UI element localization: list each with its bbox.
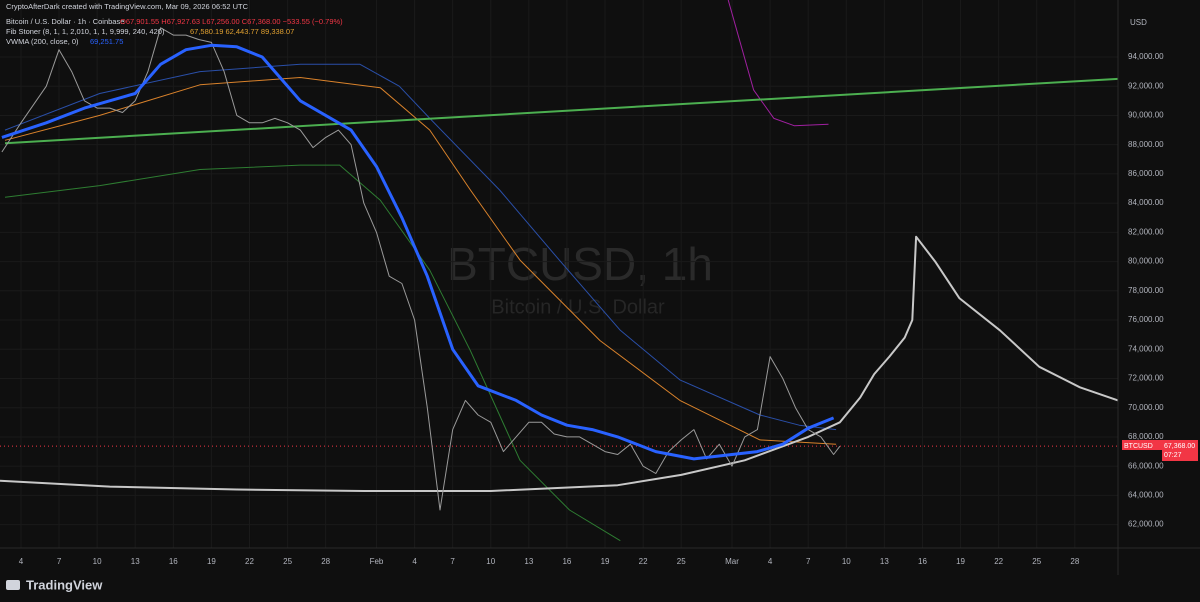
y-tick-label: 72,000.00 bbox=[1128, 374, 1164, 383]
watermark: BTCUSD, 1h bbox=[447, 238, 713, 290]
series-line bbox=[4, 77, 1119, 145]
x-tick-label: 16 bbox=[562, 557, 571, 566]
x-tick-label: 10 bbox=[93, 557, 102, 566]
x-tick-label: 13 bbox=[131, 557, 140, 566]
x-tick-label: 7 bbox=[806, 557, 811, 566]
price-value: 67,368.00 bbox=[1164, 443, 1195, 450]
y-tick-label: 78,000.00 bbox=[1128, 286, 1164, 295]
series-line bbox=[1, 43, 835, 461]
brand-icon bbox=[6, 580, 20, 590]
x-tick-label: 25 bbox=[677, 557, 686, 566]
y-tick-label: 74,000.00 bbox=[1128, 344, 1164, 353]
y-tick-label: 88,000.00 bbox=[1128, 140, 1164, 149]
series-line bbox=[4, 164, 621, 542]
x-tick-label: Mar bbox=[725, 557, 739, 566]
price-value-box bbox=[1162, 440, 1198, 461]
y-tick-label: 94,000.00 bbox=[1128, 52, 1164, 61]
x-tick-label: 22 bbox=[245, 557, 254, 566]
x-tick-label: 22 bbox=[994, 557, 1003, 566]
symbol-line: Bitcoin / U.S. Dollar · 1h · Coinbase bbox=[6, 17, 124, 26]
series-line bbox=[727, 0, 829, 127]
y-tick-label: 86,000.00 bbox=[1128, 169, 1164, 178]
y-tick-label: 82,000.00 bbox=[1128, 227, 1164, 236]
x-tick-label: 22 bbox=[639, 557, 648, 566]
vwma-name: VWMA (200, close, 0) bbox=[6, 37, 79, 46]
x-tick-label: 4 bbox=[412, 557, 417, 566]
y-tick-label: 66,000.00 bbox=[1128, 461, 1164, 470]
y-tick-label: 64,000.00 bbox=[1128, 491, 1164, 500]
x-tick-label: 7 bbox=[450, 557, 455, 566]
x-tick-label: 13 bbox=[524, 557, 533, 566]
y-tick-label: 80,000.00 bbox=[1128, 257, 1164, 266]
x-tick-label: 28 bbox=[1070, 557, 1079, 566]
x-tick-label: 10 bbox=[842, 557, 851, 566]
y-tick-label: 90,000.00 bbox=[1128, 111, 1164, 120]
y-tick-label: 76,000.00 bbox=[1128, 315, 1164, 324]
plot bbox=[0, 0, 1119, 548]
x-tick-label: 28 bbox=[321, 557, 330, 566]
x-tick-label: 16 bbox=[169, 557, 178, 566]
currency: USD bbox=[1130, 18, 1147, 27]
brand-name: TradingView bbox=[26, 577, 103, 592]
vwma-value: 69,251.75 bbox=[90, 37, 123, 46]
x-tick-label: 19 bbox=[207, 557, 216, 566]
y-tick-label: 62,000.00 bbox=[1128, 520, 1164, 529]
x-tick-label: 13 bbox=[880, 557, 889, 566]
series-line bbox=[4, 77, 837, 445]
x-tick-label: 16 bbox=[918, 557, 927, 566]
x-tick-label: 7 bbox=[57, 557, 62, 566]
price-tag-box bbox=[1122, 440, 1162, 450]
fib-values: 67,580.19 62,443.77 89,338.07 bbox=[190, 27, 294, 36]
series-line bbox=[0, 235, 1119, 492]
brand: TradingView bbox=[6, 577, 103, 592]
y-tick-label: 70,000.00 bbox=[1128, 403, 1164, 412]
x-tick-label: 4 bbox=[19, 557, 24, 566]
ohlc: O67,901.55 H67,927.63 L67,256.00 C67,368… bbox=[120, 17, 343, 26]
watermark-sub: Bitcoin / U.S. Dollar bbox=[491, 296, 665, 318]
credit: CryptoAfterDark created with TradingView… bbox=[6, 2, 249, 11]
x-tick-label: 25 bbox=[1032, 557, 1041, 566]
price-tag-label: BTCUSD bbox=[1124, 443, 1153, 450]
price-tag: BTCUSD 67,368.00 07:27 bbox=[1122, 440, 1198, 461]
y-tick-label: 68,000.00 bbox=[1128, 432, 1164, 441]
x-tick-label: Feb bbox=[370, 557, 384, 566]
countdown: 07:27 bbox=[1164, 452, 1182, 459]
x-tick-label: 10 bbox=[486, 557, 495, 566]
x-tick-label: 4 bbox=[768, 557, 773, 566]
series-line bbox=[4, 63, 837, 431]
x-tick-label: 25 bbox=[283, 557, 292, 566]
fib-name: Fib Stoner (8, 1, 1, 2,010, 1, 1, 9,999,… bbox=[6, 27, 165, 36]
y-tick-label: 84,000.00 bbox=[1128, 198, 1164, 207]
x-tick-label: 19 bbox=[956, 557, 965, 566]
x-tick-label: 19 bbox=[601, 557, 610, 566]
y-tick-label: 92,000.00 bbox=[1128, 81, 1164, 90]
